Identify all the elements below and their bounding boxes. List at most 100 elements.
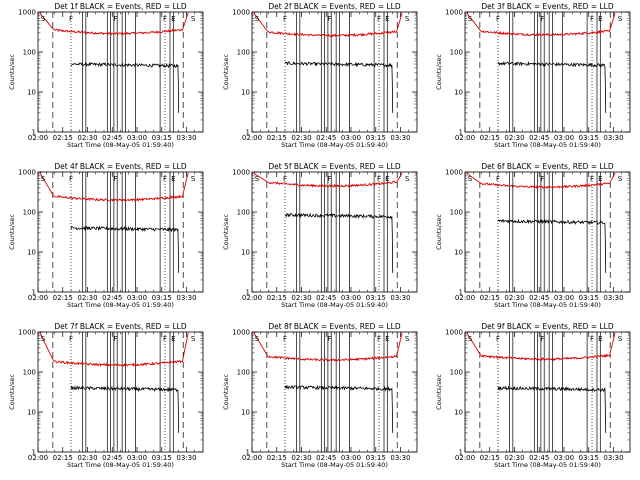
marker-label: F [377,175,381,183]
x-axis-label: Start Time (08-May-05 01:59:40) [494,301,601,309]
panel-title: Det 3f BLACK = Events, RED = LLD [481,2,614,11]
marker-label: F [377,335,381,343]
x-tick-label: 03:15 [152,454,172,462]
y-axis-label: Counts/sec [435,54,443,90]
x-tick-label: 02:15 [267,134,287,142]
panel-title: Det 7f BLACK = Events, RED = LLD [54,322,187,331]
panel-title: Det 6f BLACK = Events, RED = LLD [481,162,614,171]
marker-label: F [377,15,381,23]
panel-3: Det 3f BLACK = Events, RED = LLD 1 10 100 10… [435,2,631,149]
y-tick-label: 100 [23,369,36,377]
events-series-line [70,225,180,273]
panel-6: Det 6f BLACK = Events, RED = LLD 1 10 100 10… [435,162,631,309]
x-tick-label: 02:00 [242,134,262,142]
marker-label: E [171,335,175,343]
x-axis-label: Start Time (08-May-05 01:59:40) [67,461,174,469]
panel-title: Det 4f BLACK = Events, RED = LLD [54,162,187,171]
panel-title: Det 5f BLACK = Events, RED = LLD [268,162,401,171]
x-tick-label: 02:45 [529,134,549,142]
y-tick-label: 100 [23,49,36,57]
panel-title: Det 1f BLACK = Events, RED = LLD [54,2,187,11]
marker-label: S [191,15,196,23]
panel-title: Det 8f BLACK = Events, RED = LLD [268,322,401,331]
marker-label: F [328,15,332,23]
marker-label: F [163,175,167,183]
marker-label: F [590,175,594,183]
x-tick-label: 02:45 [102,134,122,142]
marker-label: F [163,335,167,343]
y-tick-label: 1000 [445,9,463,17]
marker-label: F [541,335,545,343]
x-tick-label: 03:15 [366,294,386,302]
events-series-line [70,385,180,433]
panel-9: Det 9f BLACK = Events, RED = LLD 1 10 100 10… [435,322,631,469]
y-axis-label: Counts/sec [435,374,443,410]
x-tick-label: 02:15 [267,454,287,462]
marker-label: S [255,175,260,183]
marker-label: E [171,15,175,23]
marker-label: F [496,15,500,23]
marker-label: F [163,15,167,23]
x-tick-label: 02:15 [267,294,287,302]
panel-1: Det 1f BLACK = Events, RED = LLD 1 10 100 10… [8,2,204,149]
y-tick-label: 100 [450,369,463,377]
y-tick-label: 10 [27,409,36,417]
y-tick-label: 10 [27,249,36,257]
marker-label: S [405,175,410,183]
y-tick-label: 10 [241,249,250,257]
y-tick-label: 100 [237,209,250,217]
y-tick-label: 100 [23,209,36,217]
x-axis-label: Start Time (08-May-05 01:59:40) [494,141,601,149]
marker-label: F [328,175,332,183]
lld-series-line [254,332,403,362]
marker-label: E [598,335,602,343]
x-tick-label: 02:00 [455,294,475,302]
x-axis-label: Start Time (08-May-05 01:59:40) [67,141,174,149]
marker-label: E [385,335,389,343]
marker-label: S [468,15,473,23]
y-tick-label: 100 [450,209,463,217]
x-tick-label: 03:30 [390,294,410,302]
marker-label: E [171,175,175,183]
y-tick-label: 1000 [445,169,463,177]
marker-label: F [496,335,500,343]
x-tick-label: 03:30 [603,134,623,142]
x-tick-label: 02:30 [291,454,311,462]
x-tick-label: 03:15 [579,134,599,142]
marker-label: F [541,15,545,23]
x-tick-label: 03:00 [554,134,574,142]
x-axis-label: Start Time (08-May-05 01:59:40) [281,141,388,149]
x-tick-label: 02:15 [53,294,73,302]
x-tick-label: 03:00 [127,454,147,462]
marker-label: S [191,335,196,343]
x-tick-label: 02:30 [77,134,97,142]
x-tick-label: 02:30 [504,454,524,462]
panel-title: Det 9f BLACK = Events, RED = LLD [481,322,614,331]
lld-series-line [40,332,189,368]
x-tick-label: 03:15 [152,294,172,302]
marker-label: E [385,15,389,23]
x-tick-label: 03:15 [579,294,599,302]
panel-2: Det 2f BLACK = Events, RED = LLD 1 10 100 10… [222,2,418,149]
marker-label: F [69,15,73,23]
marker-label: F [283,335,287,343]
lld-series-line [40,172,189,202]
marker-label: E [385,175,389,183]
panel-title: Det 2f BLACK = Events, RED = LLD [268,2,401,11]
marker-label: E [598,15,602,23]
x-tick-label: 03:30 [390,134,410,142]
x-tick-label: 03:30 [176,454,196,462]
panel-7: Det 7f BLACK = Events, RED = LLD 1 10 100 10… [8,322,204,469]
y-axis-label: Counts/sec [8,214,16,250]
x-tick-label: 02:15 [480,134,500,142]
x-tick-label: 03:00 [554,454,574,462]
y-tick-label: 10 [454,249,463,257]
y-axis-label: Counts/sec [222,214,230,250]
y-tick-label: 100 [450,49,463,57]
y-tick-label: 1000 [18,9,36,17]
x-tick-label: 03:30 [603,454,623,462]
y-tick-label: 1 [246,449,250,457]
x-tick-label: 02:15 [53,454,73,462]
y-tick-label: 1000 [232,329,250,337]
